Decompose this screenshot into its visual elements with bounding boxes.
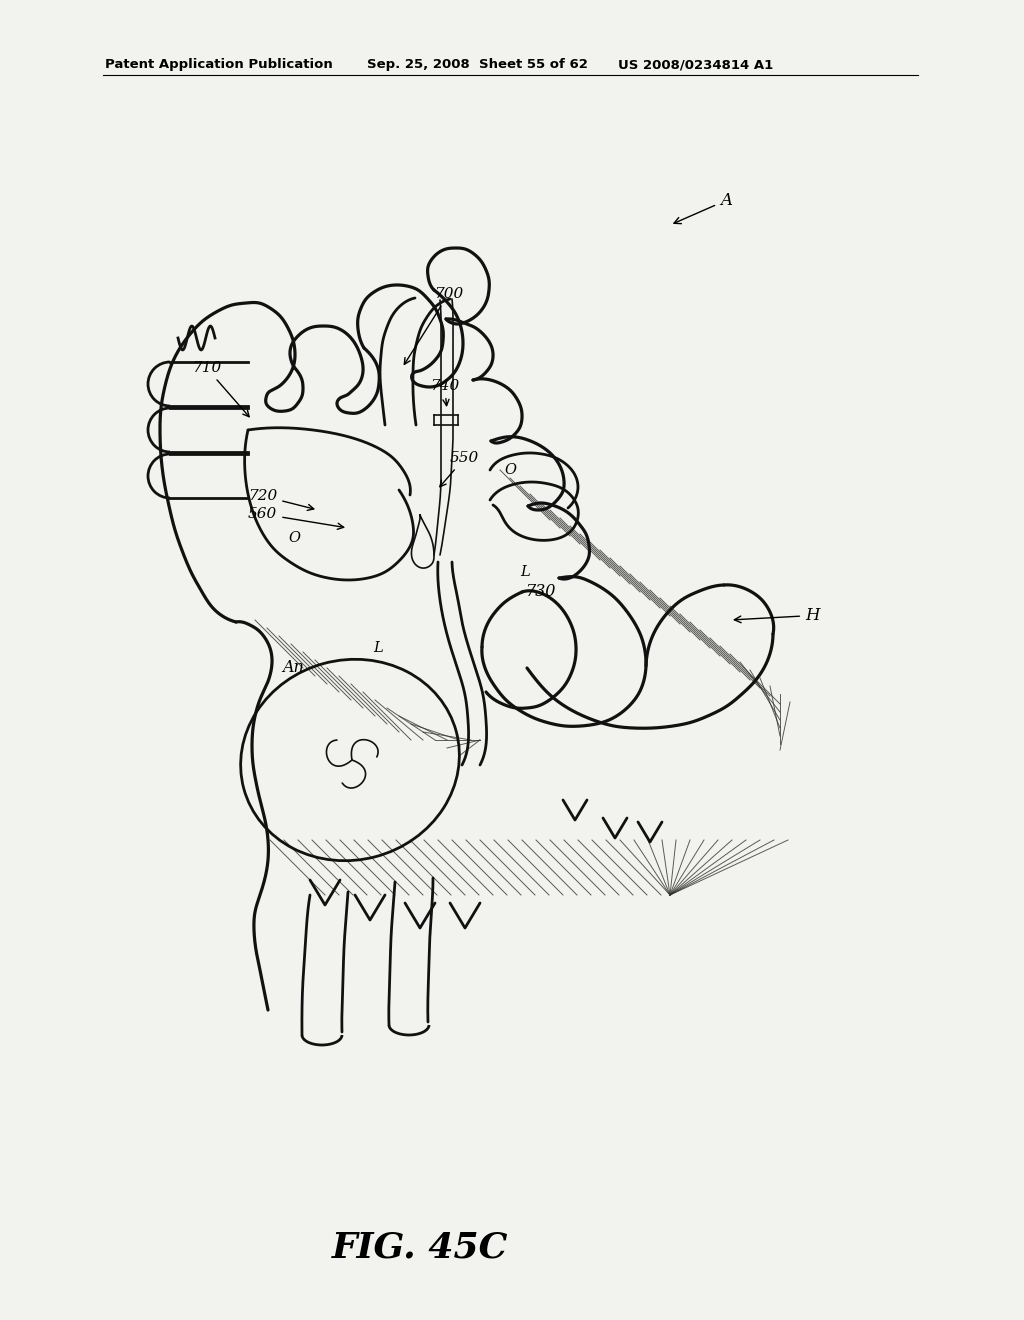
Text: L: L (520, 565, 529, 579)
Text: O: O (504, 463, 516, 477)
Text: US 2008/0234814 A1: US 2008/0234814 A1 (618, 58, 773, 71)
Text: A: A (674, 191, 732, 223)
Text: 550: 550 (440, 451, 479, 487)
Text: O: O (288, 531, 300, 545)
Text: 740: 740 (430, 379, 459, 405)
Text: An: An (283, 660, 304, 676)
Text: 560: 560 (248, 507, 344, 529)
Text: L: L (373, 642, 383, 655)
Text: Patent Application Publication: Patent Application Publication (105, 58, 333, 71)
Text: 720: 720 (248, 488, 313, 511)
Text: 730: 730 (525, 583, 555, 601)
Text: 700: 700 (404, 286, 463, 364)
Text: 710: 710 (193, 360, 249, 417)
Text: FIG. 45C: FIG. 45C (332, 1232, 508, 1265)
Text: H: H (734, 607, 819, 624)
Text: Sep. 25, 2008  Sheet 55 of 62: Sep. 25, 2008 Sheet 55 of 62 (367, 58, 588, 71)
